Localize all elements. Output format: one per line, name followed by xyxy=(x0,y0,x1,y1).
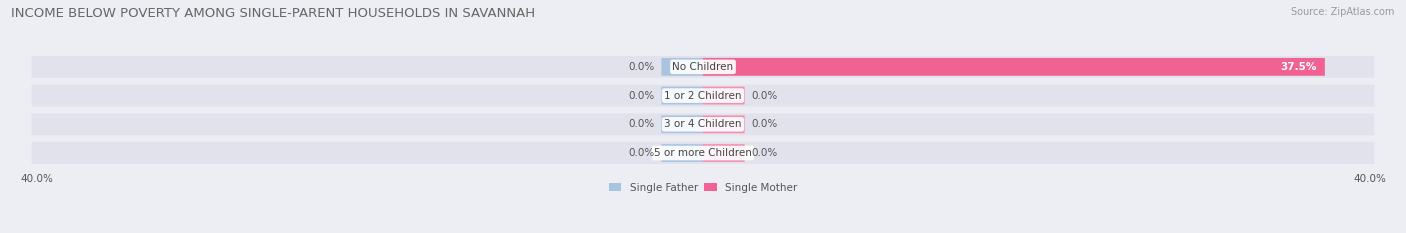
Text: 37.5%: 37.5% xyxy=(1279,62,1316,72)
FancyBboxPatch shape xyxy=(661,115,703,133)
Text: INCOME BELOW POVERTY AMONG SINGLE-PARENT HOUSEHOLDS IN SAVANNAH: INCOME BELOW POVERTY AMONG SINGLE-PARENT… xyxy=(11,7,536,20)
FancyBboxPatch shape xyxy=(31,56,1375,78)
FancyBboxPatch shape xyxy=(661,58,703,76)
Text: 0.0%: 0.0% xyxy=(628,62,655,72)
FancyBboxPatch shape xyxy=(31,142,1375,164)
FancyBboxPatch shape xyxy=(661,87,703,104)
Text: 0.0%: 0.0% xyxy=(751,119,778,129)
Text: 5 or more Children: 5 or more Children xyxy=(654,148,752,158)
FancyBboxPatch shape xyxy=(703,115,745,133)
Text: 40.0%: 40.0% xyxy=(20,174,53,184)
Text: 0.0%: 0.0% xyxy=(751,148,778,158)
FancyBboxPatch shape xyxy=(703,87,745,104)
Text: 0.0%: 0.0% xyxy=(751,91,778,101)
Text: 0.0%: 0.0% xyxy=(628,148,655,158)
Text: 1 or 2 Children: 1 or 2 Children xyxy=(664,91,742,101)
Text: No Children: No Children xyxy=(672,62,734,72)
Text: 40.0%: 40.0% xyxy=(1353,174,1386,184)
Text: 0.0%: 0.0% xyxy=(628,119,655,129)
FancyBboxPatch shape xyxy=(703,58,1324,76)
FancyBboxPatch shape xyxy=(31,85,1375,106)
FancyBboxPatch shape xyxy=(31,113,1375,135)
Text: 0.0%: 0.0% xyxy=(628,91,655,101)
Legend: Single Father, Single Mother: Single Father, Single Mother xyxy=(609,183,797,193)
Text: 3 or 4 Children: 3 or 4 Children xyxy=(664,119,742,129)
FancyBboxPatch shape xyxy=(703,144,745,162)
FancyBboxPatch shape xyxy=(661,144,703,162)
Text: Source: ZipAtlas.com: Source: ZipAtlas.com xyxy=(1291,7,1395,17)
